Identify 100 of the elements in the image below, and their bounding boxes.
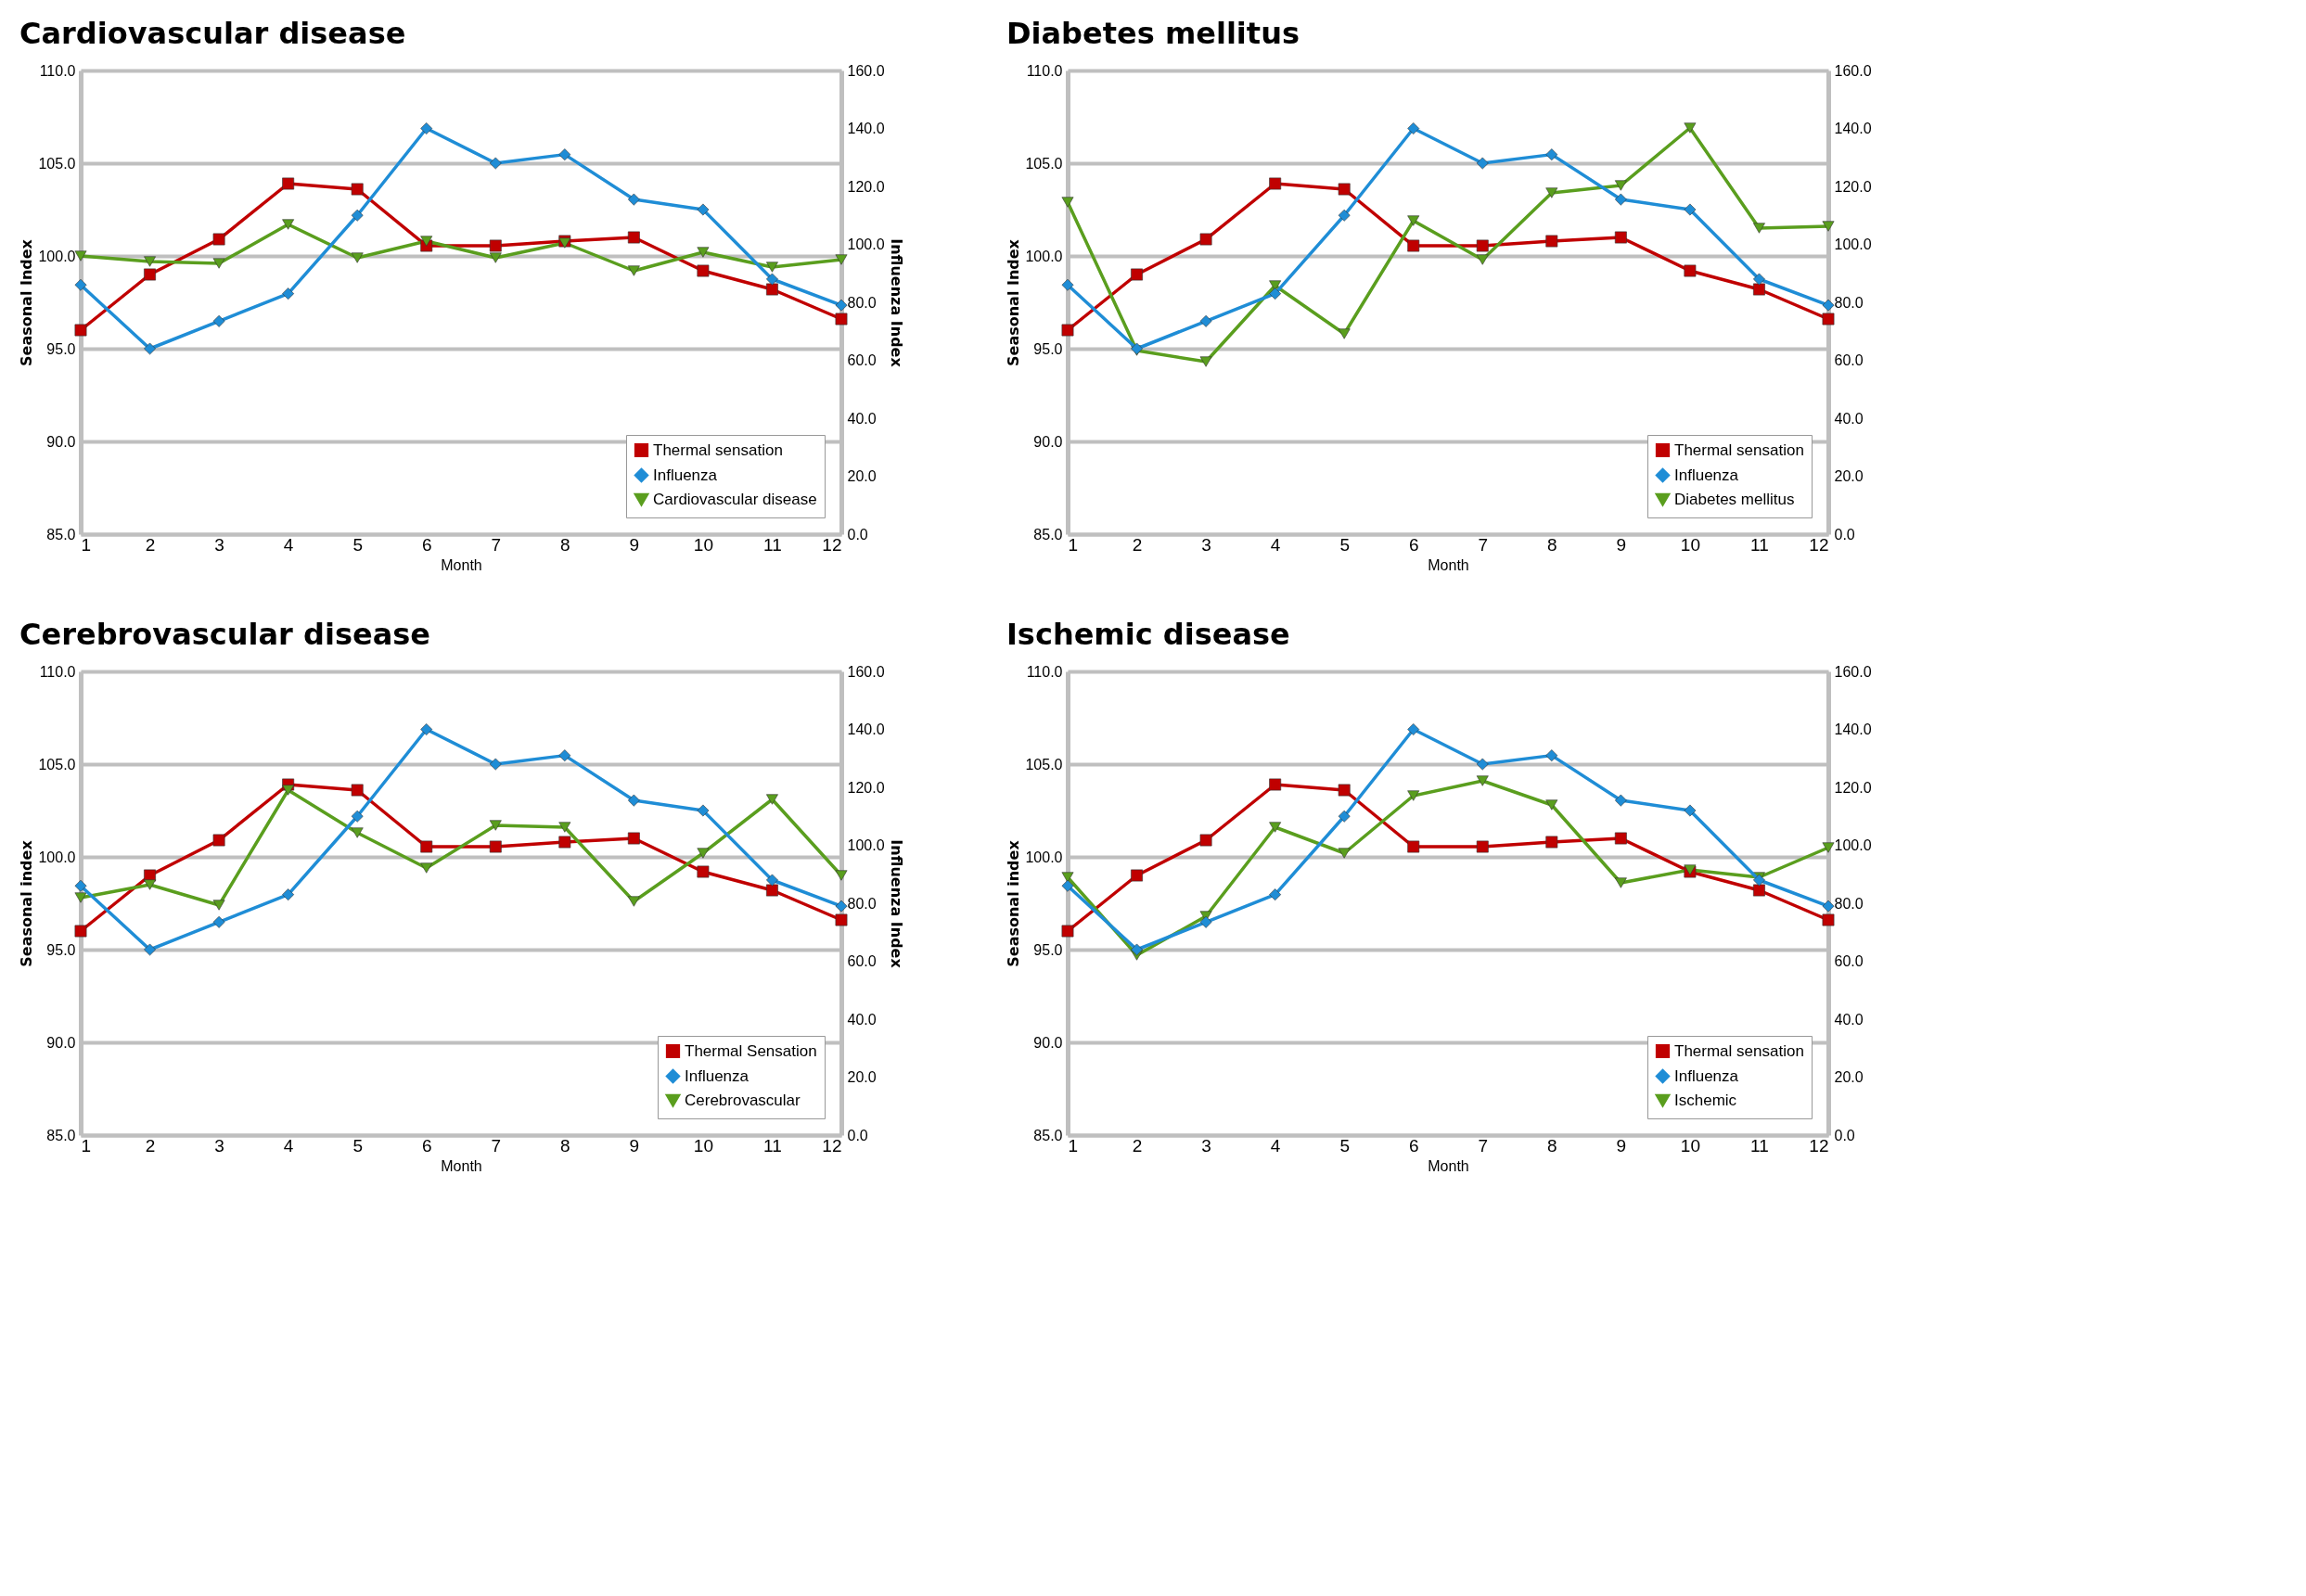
x-axis-title: Month [441,556,482,573]
y-tick-label: 90.0 [46,433,76,450]
x-tick-label: 6 [1408,1135,1419,1156]
y-tick-label: 105.0 [1025,756,1063,772]
y-tick-label: 90.0 [1033,433,1063,450]
x-tick-label: 5 [352,534,363,555]
y2-tick-label: 120.0 [847,178,885,195]
x-tick-label: 5 [1339,1135,1350,1156]
y2-tick-label: 100.0 [847,236,885,252]
x-axis-title: Month [441,1157,482,1174]
x-tick-label: 9 [1616,1135,1627,1156]
y-tick-label: 110.0 [1026,62,1063,79]
chart-title: Cardiovascular disease [19,16,406,51]
chart-title: Cerebrovascular disease [19,617,431,652]
legend-label: Ischemic [1674,1091,1737,1109]
x-tick-label: 2 [145,1135,156,1156]
y2-tick-label: 40.0 [847,1011,877,1028]
y2-tick-label: 0.0 [847,526,868,543]
y2-tick-label: 60.0 [1834,953,1864,969]
y-tick-label: 100.0 [38,248,76,264]
y-axis-title: Seasonal Index [1005,238,1023,366]
y-tick-label: 105.0 [1025,155,1063,172]
y2-tick-label: 160.0 [1834,62,1872,79]
y-tick-label: 90.0 [1033,1034,1063,1051]
x-tick-label: 10 [693,534,713,555]
x-tick-label: 7 [1478,534,1489,555]
y2-tick-label: 0.0 [1834,1127,1855,1143]
legend-label: Thermal Sensation [685,1041,817,1060]
x-tick-label: 4 [283,1135,294,1156]
x-tick-label: 3 [1201,534,1211,555]
x-tick-label: 9 [629,534,640,555]
y-tick-label: 100.0 [1025,849,1063,865]
x-tick-label: 6 [421,1135,432,1156]
x-tick-label: 10 [1680,1135,1700,1156]
y-tick-label: 110.0 [1026,663,1063,680]
y2-tick-label: 100.0 [847,837,885,853]
x-tick-label: 11 [763,534,782,555]
x-tick-label: 9 [629,1135,640,1156]
x-tick-label: 8 [1547,1135,1557,1156]
x-tick-label: 8 [1547,534,1557,555]
x-tick-label: 4 [1270,534,1281,555]
y2-tick-label: 140.0 [847,121,885,136]
x-tick-label: 12 [1809,534,1829,555]
y2-tick-label: 40.0 [1834,410,1864,427]
y2-tick-label: 20.0 [1834,468,1864,484]
y2-tick-label: 140.0 [1834,721,1872,737]
y-axis-title: Seasonal Index [18,238,36,366]
y-tick-label: 85.0 [1033,526,1063,543]
x-tick-label: 1 [81,1135,92,1156]
x-axis-title: Month [1428,1157,1469,1174]
y-tick-label: 100.0 [1025,248,1063,264]
legend-label: Diabetes mellitus [1674,490,1795,508]
x-tick-label: 8 [560,534,570,555]
y-tick-label: 110.0 [39,62,76,79]
x-tick-label: 1 [1068,534,1079,555]
x-tick-label: 11 [1750,534,1769,555]
y-tick-label: 105.0 [38,756,76,772]
y2-tick-label: 140.0 [1834,121,1872,136]
y2-axis-title: Influenza Index [887,839,905,969]
x-tick-label: 9 [1616,534,1627,555]
x-tick-label: 7 [491,1135,502,1156]
y-tick-label: 95.0 [46,941,76,958]
x-tick-label: 10 [1680,534,1700,555]
y-tick-label: 110.0 [39,663,76,680]
y2-tick-label: 20.0 [847,468,877,484]
x-tick-label: 4 [283,534,294,555]
legend-label: Thermal sensation [1674,440,1804,459]
y2-tick-label: 100.0 [1834,837,1872,853]
y2-tick-label: 60.0 [847,953,877,969]
y2-tick-label: 80.0 [1834,294,1864,311]
x-tick-label: 12 [822,534,842,555]
x-tick-label: 6 [1408,534,1419,555]
x-tick-label: 3 [214,1135,224,1156]
y2-tick-label: 60.0 [1834,352,1864,368]
x-tick-label: 2 [145,534,156,555]
y2-tick-label: 80.0 [1834,895,1864,912]
x-tick-label: 11 [763,1135,782,1156]
y-tick-label: 90.0 [46,1034,76,1051]
y-tick-label: 85.0 [46,526,76,543]
y-tick-label: 85.0 [46,1127,76,1143]
y2-tick-label: 40.0 [847,410,877,427]
chart-title: Diabetes mellitus [1006,16,1300,51]
y2-axis-title: Influenza Index [887,238,905,368]
y-tick-label: 85.0 [1033,1127,1063,1143]
legend-label: Influenza [685,1066,749,1085]
y2-tick-label: 40.0 [1834,1011,1864,1028]
x-tick-label: 7 [1478,1135,1489,1156]
chart-title: Ischemic disease [1006,617,1290,652]
x-tick-label: 3 [214,534,224,555]
x-tick-label: 2 [1132,534,1143,555]
legend-label: Influenza [653,466,718,484]
y-tick-label: 95.0 [1033,340,1063,357]
x-tick-label: 4 [1270,1135,1281,1156]
legend-label: Thermal sensation [653,440,783,459]
legend-label: Thermal sensation [1674,1041,1804,1060]
y2-tick-label: 80.0 [847,895,877,912]
y2-tick-label: 140.0 [847,721,885,737]
x-tick-label: 5 [352,1135,363,1156]
y-tick-label: 95.0 [46,340,76,357]
y2-tick-label: 20.0 [1834,1069,1864,1085]
